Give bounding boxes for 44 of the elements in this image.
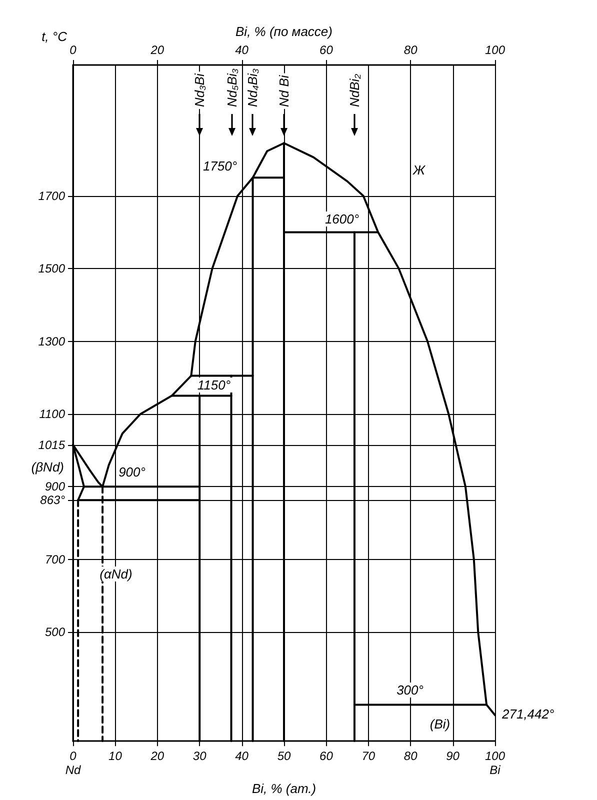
y-tick-label: 1015 [38, 438, 66, 452]
x-axis-title: Bi, % (ат.) [252, 781, 316, 796]
x2-tick-label: 100 [484, 43, 506, 57]
y-tick-label: 500 [44, 625, 66, 640]
annotation: 1150° [197, 378, 231, 392]
annotation: 1600° [324, 212, 360, 226]
x-tick-label: 80 [404, 749, 418, 764]
annotation: Ж [412, 162, 426, 178]
annotation: Nd₅Bi₃ [224, 68, 240, 107]
annotation: 900° [118, 464, 146, 480]
y-tick-label: 900 [44, 480, 66, 494]
annotation: 1750° [202, 158, 238, 174]
y-tick-label: 700 [44, 552, 66, 566]
annotation: Nd₃Bi [192, 72, 207, 107]
x-tick-label: 60 [320, 749, 334, 764]
y-tick-label: 1100 [39, 406, 66, 421]
annotation: (Bi) [430, 716, 450, 732]
annotation: 300° [396, 682, 424, 698]
x-tick-label: 50 [277, 749, 291, 764]
annotation: (αNd) [100, 566, 132, 582]
annotation: NdBi₂ [347, 74, 362, 107]
y-tick-label: 1300 [38, 334, 66, 348]
x2-tick-label: 0 [70, 43, 77, 57]
x-tick-label: 10 [108, 749, 122, 764]
y-tick-label: 1700 [38, 188, 66, 203]
x-tick-label: 40 [235, 749, 249, 764]
x-tick-label: 30 [192, 749, 207, 764]
annotation: Nd₄Bi₃ [245, 68, 260, 107]
y-axis-title: t, °C [42, 29, 68, 44]
x-tick-label: 0 Nd [65, 749, 81, 778]
text: 271,442° [501, 706, 554, 722]
x2-tick-label: 60 [320, 43, 334, 57]
annotation: Nd Bi [276, 74, 292, 107]
x2-tick-label: 20 [150, 43, 164, 57]
x-tick-label: 90 [446, 749, 460, 764]
x-tick-label: 70 [362, 749, 376, 764]
y-tick-label: 863° [40, 493, 66, 508]
x2-axis-title: Bi, % (по массе) [236, 24, 332, 40]
x-tick-label: 100 Bi [484, 749, 506, 778]
x-tick-label: 20 [150, 749, 164, 764]
y-tick-label: 1500 [38, 262, 66, 276]
text: (βNd) [31, 460, 64, 474]
x2-tick-label: 80 [404, 43, 418, 57]
x2-tick-label: 40 [235, 43, 249, 57]
